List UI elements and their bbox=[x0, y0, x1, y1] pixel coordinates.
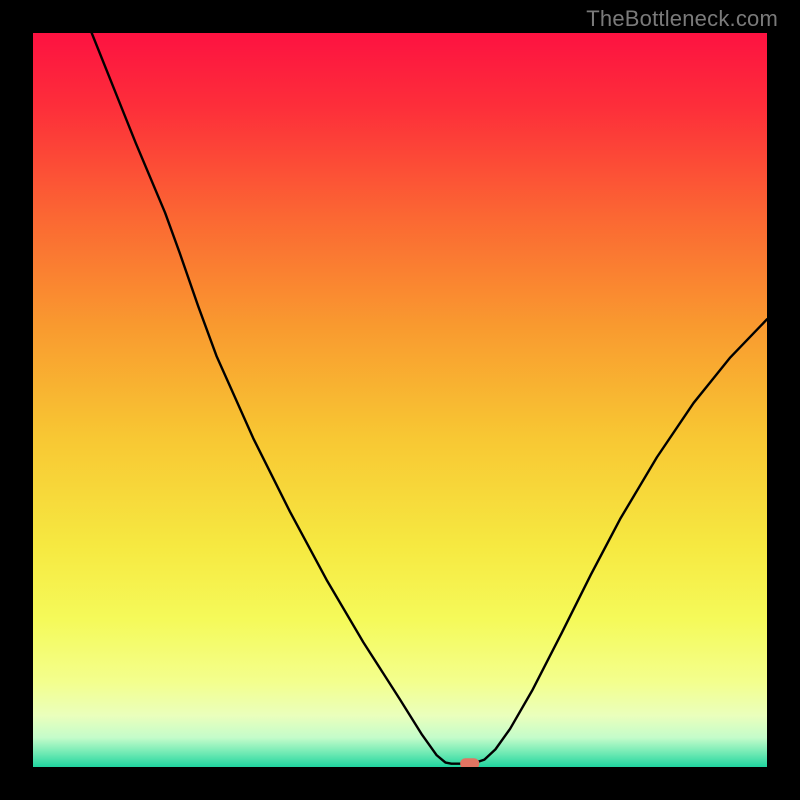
figure-frame: TheBottleneck.com bbox=[0, 0, 800, 800]
watermark-text: TheBottleneck.com bbox=[586, 6, 778, 32]
plot-area bbox=[33, 33, 767, 767]
chart-svg bbox=[33, 33, 767, 767]
optimal-point-marker bbox=[460, 758, 479, 767]
gradient-background bbox=[33, 33, 767, 767]
